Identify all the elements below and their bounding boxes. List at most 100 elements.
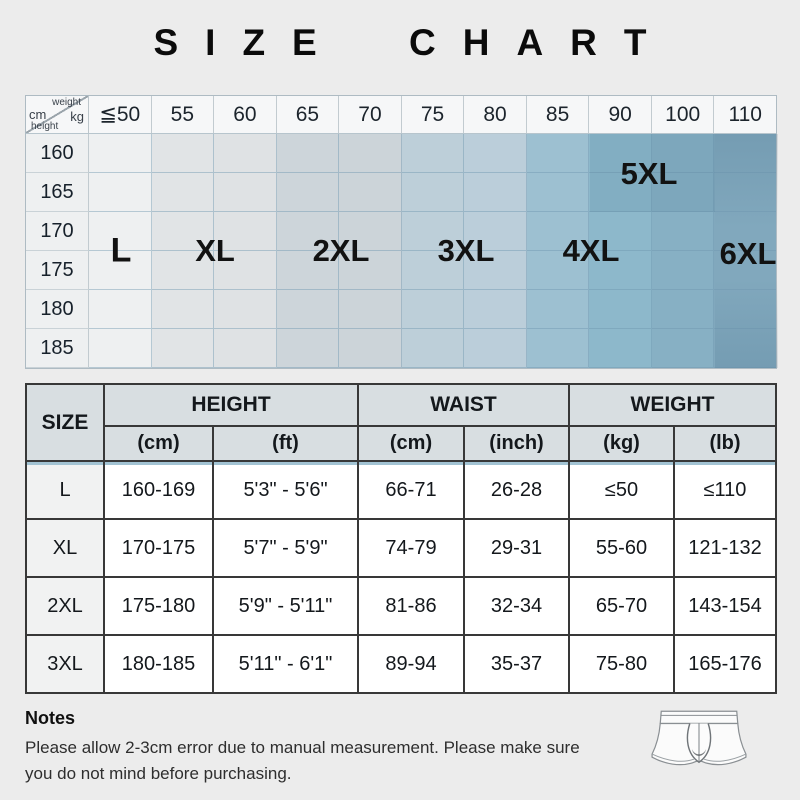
grid-cell <box>214 134 277 173</box>
detail-table-body: L 160-169 5'3" - 5'6" 66-71 26-28 ≤50 ≤110 XL 17… <box>25 460 777 694</box>
value-cell: 75-80 <box>568 634 675 694</box>
grid-col-header: 65 <box>277 96 340 133</box>
size-cell: 3XL <box>25 634 105 694</box>
grid-cell <box>651 212 715 251</box>
grid-cell <box>339 290 402 329</box>
size-cell: 2XL <box>25 576 105 636</box>
grid-cell <box>89 251 152 290</box>
value-cell: ≤50 <box>568 460 675 520</box>
grid-cell <box>464 173 527 212</box>
grid-cell <box>214 329 277 368</box>
grid-cell <box>714 212 777 251</box>
size-grid: weight kg cm height ≦50 55 60 65 70 75 80 85 90 1… <box>25 95 778 369</box>
grid-cell <box>339 212 402 251</box>
value-cell: 81-86 <box>357 576 465 636</box>
value-cell: 121-132 <box>673 518 777 578</box>
grid-cell <box>526 290 590 329</box>
grid-col-header: 90 <box>589 96 652 133</box>
detail-table: SIZE HEIGHT WAIST WEIGHT (cm) (ft) (cm) … <box>25 383 777 694</box>
value-cell: 29-31 <box>463 518 570 578</box>
value-cell: 74-79 <box>357 518 465 578</box>
grid-cell <box>401 329 465 368</box>
grid-cell <box>89 290 152 329</box>
grid-cell <box>401 212 465 251</box>
grid-cell <box>151 329 215 368</box>
value-cell: ≤110 <box>673 460 777 520</box>
grid-row-label: 185 <box>26 329 89 368</box>
value-cell: 170-175 <box>103 518 214 578</box>
value-cell: 55-60 <box>568 518 675 578</box>
grid-col-header: 85 <box>527 96 590 133</box>
size-cell: XL <box>25 518 105 578</box>
notes-text-line: Please allow 2-3cm error due to manual m… <box>25 738 580 757</box>
grid-cell <box>651 290 715 329</box>
grid-cell <box>401 251 465 290</box>
table-group-waist: WAIST <box>357 383 570 427</box>
grid-cell <box>401 290 465 329</box>
grid-cell <box>151 290 215 329</box>
grid-cell <box>276 290 340 329</box>
value-cell: 5'11" - 6'1" <box>212 634 359 694</box>
grid-row-label: 160 <box>26 134 89 173</box>
grid-cell <box>401 134 465 173</box>
size-cell: L <box>25 460 105 520</box>
grid-cell <box>214 251 277 290</box>
notes-heading: Notes <box>25 708 76 728</box>
table-row: 3XL 180-185 5'11" - 6'1" 89-94 35-37 75-80 165… <box>25 634 777 694</box>
value-cell: 175-180 <box>103 576 214 636</box>
subheader-height-cm: (cm) <box>103 425 214 462</box>
grid-cell <box>589 212 652 251</box>
table-row: 2XL 175-180 5'9" - 5'11" 81-86 32-34 65-70 143… <box>25 576 777 636</box>
grid-row: 180 <box>26 290 777 329</box>
grid-cell <box>89 329 152 368</box>
grid-cell <box>339 329 402 368</box>
grid-row: 170 <box>26 212 777 251</box>
table-header-size: SIZE <box>25 383 105 462</box>
grid-cell <box>214 173 277 212</box>
grid-cell <box>589 329 652 368</box>
grid-cell <box>714 134 777 173</box>
subheader-height-ft: (ft) <box>212 425 359 462</box>
grid-cell <box>214 290 277 329</box>
grid-cell <box>339 173 402 212</box>
grid-corner-cell: weight kg cm height <box>26 96 89 133</box>
grid-cell <box>89 134 152 173</box>
grid-col-header: 110 <box>728 102 762 126</box>
grid-cell <box>589 251 652 290</box>
grid-row: 165 <box>26 173 777 212</box>
grid-cell <box>151 134 215 173</box>
grid-cell <box>526 251 590 290</box>
value-cell: 5'7" - 5'9" <box>212 518 359 578</box>
value-cell: 32-34 <box>463 576 570 636</box>
grid-col-header: ≦50 <box>89 96 152 133</box>
grid-cell <box>714 173 777 212</box>
table-group-weight: WEIGHT <box>568 383 777 427</box>
grid-row: 160 <box>26 134 777 173</box>
grid-cell <box>276 212 340 251</box>
grid-cell <box>464 251 527 290</box>
grid-cell <box>464 212 527 251</box>
grid-cell <box>526 134 590 173</box>
value-cell: 180-185 <box>103 634 214 694</box>
subheader-weight-kg: (kg) <box>568 425 675 462</box>
grid-col-header: 70 <box>339 96 402 133</box>
boxer-briefs-icon <box>651 710 747 766</box>
value-cell: 165-176 <box>673 634 777 694</box>
grid-row: 175 <box>26 251 777 290</box>
value-cell: 35-37 <box>463 634 570 694</box>
grid-cell <box>526 173 590 212</box>
grid-cell <box>276 134 340 173</box>
grid-cell <box>151 251 215 290</box>
grid-cell <box>651 251 715 290</box>
grid-row-label: 165 <box>26 173 89 212</box>
notes-text-line: you do not mind before purchasing. <box>25 764 292 783</box>
grid-cell <box>714 329 777 368</box>
grid-row-label: 180 <box>26 290 89 329</box>
grid-cell <box>151 212 215 251</box>
table-row: XL 170-175 5'7" - 5'9" 74-79 29-31 55-60 121-1… <box>25 518 777 578</box>
corner-kg-label: kg <box>70 109 84 124</box>
grid-cell <box>401 173 465 212</box>
grid-cell <box>339 251 402 290</box>
grid-cell <box>651 134 715 173</box>
